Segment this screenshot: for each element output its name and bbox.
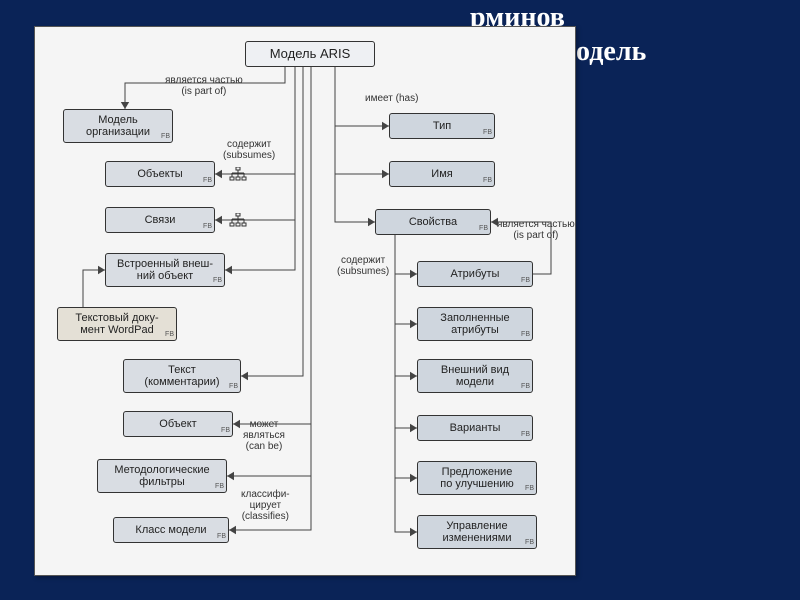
edge-root-cls	[229, 67, 311, 530]
node-var: Варианты FB	[417, 415, 533, 441]
edge-root-filt	[227, 67, 311, 476]
fb-tag: FB	[213, 277, 222, 285]
node-fattrs: Заполненныеатрибуты FB	[417, 307, 533, 341]
node-view: Внешний видмодели FB	[417, 359, 533, 393]
edge-ext-doc	[83, 270, 105, 307]
edge-props-var	[395, 235, 417, 428]
fb-tag: FB	[479, 225, 488, 233]
node-obj: Объект FB	[123, 411, 233, 437]
edge-label-l-sub2: содержит(subsumes)	[337, 255, 389, 277]
slide: рминовМодельМодель ARISМодельорганизации…	[0, 0, 800, 600]
node-label: Внешний видмодели	[441, 364, 509, 388]
edge-props-mgmt	[395, 235, 417, 532]
node-ext: Встроенный внеш-ний объектFB	[105, 253, 225, 287]
node-org: Модельорганизации FB	[63, 109, 173, 143]
node-attrs: Атрибуты FB	[417, 261, 533, 287]
node-label: Свойства	[409, 216, 457, 228]
node-filt: Методологическиефильтры FB	[97, 459, 227, 493]
node-label: Связи	[145, 214, 176, 226]
edge-label-l-sub1: содержит(subsumes)	[223, 139, 275, 161]
node-label: Управлениеизменениями	[443, 520, 512, 544]
node-label: Текстовый доку-мент WordPad	[75, 312, 158, 336]
edge-root-txt	[241, 67, 303, 376]
node-objs: Объекты FB	[105, 161, 215, 187]
node-label: Модельорганизации	[86, 114, 150, 138]
node-label: Встроенный внеш-ний объект	[117, 258, 213, 282]
fb-tag: FB	[203, 223, 212, 231]
node-cls: Класс модели FB	[113, 517, 229, 543]
fb-tag: FB	[165, 331, 174, 339]
fb-tag: FB	[483, 177, 492, 185]
tree-icon	[229, 167, 247, 181]
node-mgmt: Управлениеизменениями FB	[417, 515, 537, 549]
node-label: Имя	[431, 168, 452, 180]
node-label: Атрибуты	[451, 268, 500, 280]
node-label: Текст(комментарии)	[144, 364, 219, 388]
tree-icon	[229, 213, 247, 227]
node-name: Имя FB	[389, 161, 495, 187]
node-label: Класс модели	[135, 524, 206, 536]
edge-props-fattrs	[395, 235, 417, 324]
diagram-panel: Модель ARISМодельорганизацииFBОбъектыFBС…	[34, 26, 576, 576]
fb-tag: FB	[229, 383, 238, 391]
node-label: Модель ARIS	[270, 47, 351, 61]
node-label: Объект	[159, 418, 196, 430]
edge-props-sugg	[395, 235, 417, 478]
fb-tag: FB	[521, 277, 530, 285]
fb-tag: FB	[525, 485, 534, 493]
edge-label-l-class: классифи-цирует(classifies)	[241, 489, 290, 522]
fb-tag: FB	[521, 383, 530, 391]
fb-tag: FB	[521, 431, 530, 439]
node-root: Модель ARIS	[245, 41, 375, 67]
fb-tag: FB	[483, 129, 492, 137]
edge-root-props	[335, 67, 375, 222]
fb-tag: FB	[521, 331, 530, 339]
edge-label-l-has: имеет (has)	[365, 93, 418, 104]
edge-props-attrs	[395, 235, 417, 274]
edge-root-obj	[233, 67, 311, 424]
node-label: Объекты	[137, 168, 182, 180]
node-sugg: Предложениепо улучшению FB	[417, 461, 537, 495]
node-type: Тип FB	[389, 113, 495, 139]
node-props: Свойства FB	[375, 209, 491, 235]
fb-tag: FB	[215, 483, 224, 491]
edge-label-l-ispart2: является частью(is part of)	[497, 219, 575, 241]
fb-tag: FB	[525, 539, 534, 547]
fb-tag: FB	[203, 177, 212, 185]
node-txt: Текст(комментарии) FB	[123, 359, 241, 393]
node-rel: Связи FB	[105, 207, 215, 233]
fb-tag: FB	[221, 427, 230, 435]
node-label: Методологическиефильтры	[114, 464, 209, 488]
node-label: Предложениепо улучшению	[440, 466, 513, 490]
edge-label-l-canbe: можетявляться(can be)	[243, 419, 285, 452]
edge-root-name	[335, 67, 389, 174]
node-label: Варианты	[450, 422, 501, 434]
edge-label-l-ispart: является частью(is part of)	[165, 75, 243, 97]
fb-tag: FB	[217, 533, 226, 541]
node-label: Заполненныеатрибуты	[440, 312, 509, 336]
edge-props-view	[395, 235, 417, 376]
node-label: Тип	[433, 120, 451, 132]
fb-tag: FB	[161, 133, 170, 141]
node-doc: Текстовый доку-мент WordPad FB	[57, 307, 177, 341]
